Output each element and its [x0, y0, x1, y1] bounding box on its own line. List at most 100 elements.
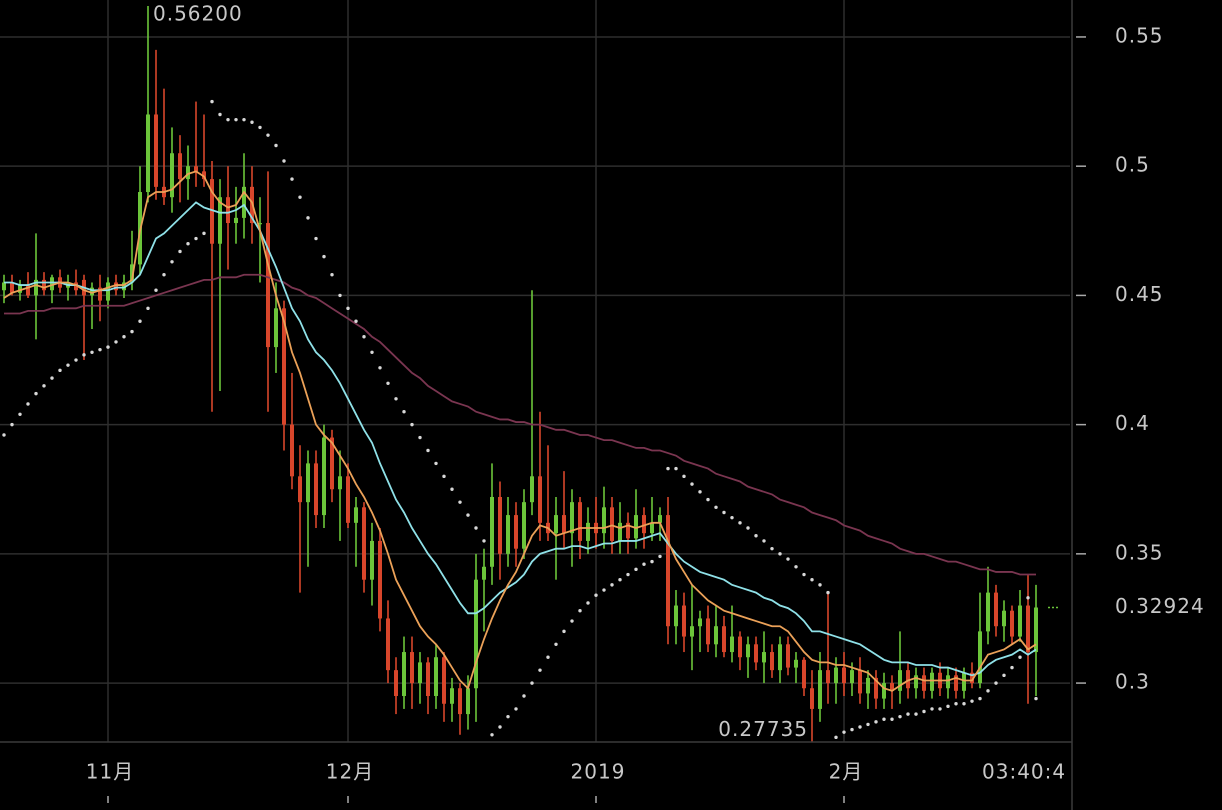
sar-dot: [314, 236, 318, 241]
sar-dot: [82, 353, 86, 357]
sar-dot: [506, 714, 510, 719]
sar-dot: [298, 195, 302, 199]
candle-body: [1002, 610, 1006, 627]
candle-body: [178, 153, 182, 180]
countdown-label: 03:40:4: [982, 760, 1066, 784]
sar-dot: [1026, 596, 1030, 600]
candle-body: [682, 605, 686, 637]
candle-body: [242, 186, 246, 218]
sar-dot: [250, 120, 254, 124]
sar-dot: [514, 707, 518, 711]
candle-body: [106, 282, 110, 301]
candle-body: [322, 437, 326, 516]
sar-dot: [410, 422, 414, 427]
sar-dot: [330, 273, 334, 277]
sar-dot: [362, 335, 366, 339]
candle-body: [610, 507, 614, 541]
sar-dot: [898, 714, 902, 719]
sar-dot: [658, 554, 662, 559]
candle-body: [906, 670, 910, 689]
sar-dot: [10, 422, 14, 427]
sar-dot: [138, 319, 142, 323]
moving-average-line: [3, 170, 1037, 692]
sar-dot: [546, 655, 550, 659]
candle-body: [826, 670, 830, 684]
sar-dot: [666, 466, 670, 471]
sar-dot: [530, 681, 534, 685]
sar-dot: [218, 112, 222, 117]
sar-dot: [890, 717, 894, 721]
sar-dot: [938, 707, 942, 711]
candle-body: [290, 424, 294, 477]
sar-dot: [842, 730, 846, 734]
high-label: 0.56200: [153, 1, 243, 25]
candle-body: [218, 197, 222, 244]
sar-dot: [770, 546, 774, 551]
candle-body: [258, 223, 262, 225]
candle-body: [858, 670, 862, 694]
candle-body: [946, 675, 950, 689]
candle-body: [554, 515, 558, 534]
candle-body: [818, 670, 822, 709]
candle-body: [482, 566, 486, 580]
candle-body: [314, 463, 318, 516]
candle-body: [370, 540, 374, 580]
candle-body: [186, 166, 190, 180]
candle-body: [850, 670, 854, 684]
sar-dot: [610, 583, 614, 587]
candle-body: [98, 287, 102, 301]
sar-dot: [634, 567, 638, 572]
candle-body: [922, 675, 926, 691]
candle-body: [618, 522, 622, 541]
sar-dot: [826, 590, 830, 595]
sar-dot: [746, 526, 750, 530]
sar-dot: [66, 363, 70, 367]
candle-body: [626, 522, 630, 539]
sar-dot: [1002, 673, 1006, 678]
candle-body: [634, 515, 638, 539]
moving-average-line: [4, 273, 1036, 576]
sar-dot: [954, 702, 958, 706]
sar-dot: [778, 552, 782, 556]
sar-dot: [2, 433, 6, 437]
candle-body: [1010, 610, 1014, 637]
sar-dot: [282, 159, 286, 163]
sar-dot: [522, 694, 526, 698]
candle-body: [210, 179, 214, 244]
plot-area: [2, 5, 1038, 742]
candle-body: [410, 652, 414, 684]
candle-body: [690, 626, 694, 637]
sar-dot: [458, 500, 462, 504]
sar-dot: [874, 720, 878, 724]
sar-dot: [370, 350, 374, 354]
sar-dot: [50, 376, 54, 380]
sar-dot: [170, 260, 174, 264]
candle-body: [666, 515, 670, 627]
candle-body: [378, 540, 382, 619]
sar-dot: [114, 340, 118, 344]
sar-dot: [978, 696, 982, 701]
candle-body: [90, 287, 94, 296]
sar-dot: [1034, 696, 1038, 701]
candle-body: [522, 502, 526, 549]
sar-dot: [1010, 665, 1014, 670]
sar-dot: [242, 117, 246, 122]
sar-dot: [274, 143, 278, 148]
sar-dot: [538, 668, 542, 672]
candle-body: [2, 282, 6, 291]
sar-dot: [994, 681, 998, 685]
candle-body: [362, 507, 366, 580]
candle-body: [234, 217, 238, 224]
sar-dot: [594, 593, 598, 597]
sar-dot: [802, 572, 806, 577]
candle-body: [506, 515, 510, 554]
sar-dot: [674, 466, 678, 471]
y-tick-label: 0.55: [1115, 23, 1164, 47]
sar-dot: [450, 487, 454, 491]
candle-body: [442, 657, 446, 704]
sar-dot: [394, 397, 398, 401]
candle-body: [722, 626, 726, 653]
candle-body: [570, 502, 574, 534]
candle-body: [954, 675, 958, 691]
x-tick-label: 2019: [571, 760, 626, 784]
